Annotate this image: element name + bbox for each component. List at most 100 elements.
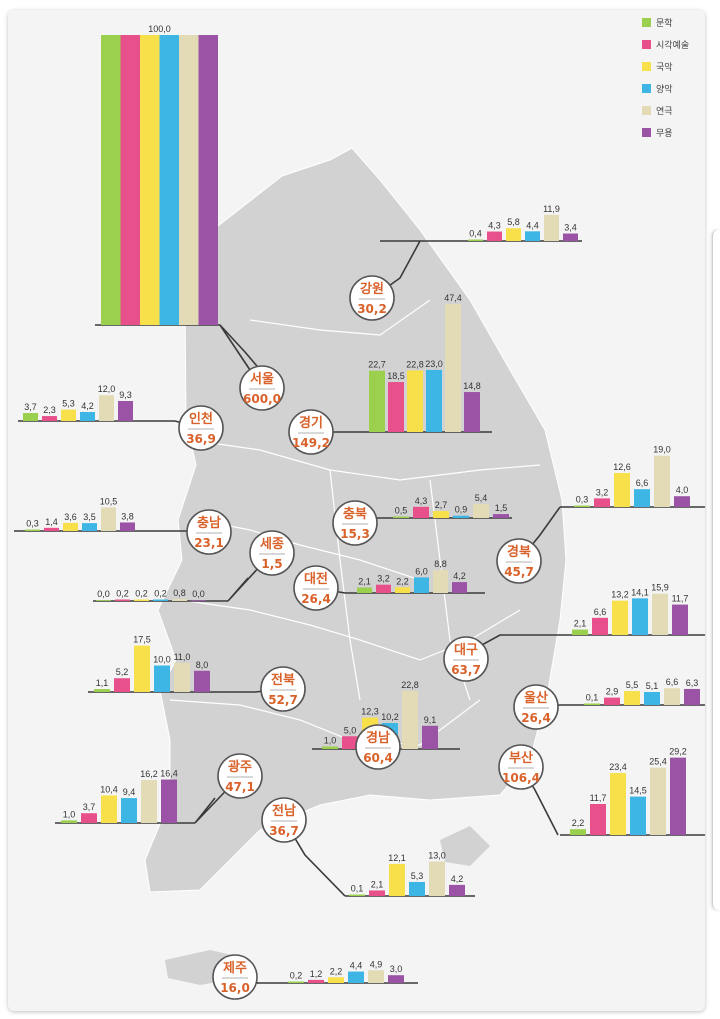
bar-3-3 <box>80 411 95 421</box>
bar-9-5 <box>672 604 688 635</box>
bar-16-3 <box>348 971 364 983</box>
data-label-10-4: 11,0 <box>174 652 191 662</box>
bar-0-1 <box>120 35 140 325</box>
bar-6-0 <box>96 600 111 601</box>
region-total-5: 15,3 <box>340 527 370 541</box>
bar-12-5 <box>422 725 438 749</box>
data-label-12-5: 9,1 <box>424 715 437 725</box>
bar-0-5 <box>198 35 218 325</box>
data-label-8-3: 6,6 <box>636 478 649 488</box>
region-name-8: 경북 <box>507 544 531 560</box>
bar-10-3 <box>154 665 170 692</box>
data-label-7-2: 2,2 <box>396 576 409 586</box>
region-badge-7: 대전 26,4 <box>293 565 339 611</box>
bar-9-3 <box>632 598 648 635</box>
bar-16-4 <box>368 970 384 983</box>
badge-circle-0 <box>239 365 285 411</box>
data-label-5-4: 5,4 <box>475 493 488 503</box>
data-label-15-5: 4,2 <box>451 874 464 884</box>
data-label-16-3: 4,4 <box>350 961 363 971</box>
bar-5-2 <box>433 510 449 518</box>
bar-13-1 <box>81 813 97 823</box>
region-name-15: 전남 <box>272 803 296 819</box>
data-label-4-1: 1,4 <box>45 517 58 527</box>
bar-group-5: 0,5 4,3 2,7 0,9 5,4 1,5 <box>393 493 509 518</box>
data-label-3-0: 3,7 <box>24 402 37 412</box>
bar-8-3 <box>634 489 650 507</box>
data-label-3-3: 4,2 <box>81 401 94 411</box>
bar-6-2 <box>134 599 149 601</box>
bar-10-0 <box>94 689 110 692</box>
bar-group-11: 0,1 2,9 5,5 5,1 6,6 6,3 <box>584 677 700 705</box>
coastal-island-shape <box>440 826 490 866</box>
data-label-2-5: 14,8 <box>463 381 481 391</box>
bar-8-2 <box>614 472 630 507</box>
data-label-11-0: 0,1 <box>586 693 599 703</box>
data-label-10-5: 8,0 <box>196 660 209 670</box>
badge-circle-10 <box>260 666 306 712</box>
legend-label-5: 무용 <box>656 128 673 139</box>
region-name-2: 경기 <box>299 415 323 431</box>
bar-group-15: 0,1 2,1 12,1 5,3 13,0 4,2 <box>349 851 465 896</box>
bar-15-0 <box>349 894 365 896</box>
region-badge-14: 부산 106,4 <box>498 744 544 790</box>
legend-label-0: 문학 <box>656 18 673 29</box>
bar-4-0 <box>25 529 40 531</box>
bar-group-6: 0,0 0,2 0,2 0,2 0,8 0,0 <box>96 588 206 601</box>
bar-0-3 <box>159 35 179 325</box>
bar-10-2 <box>134 645 150 692</box>
bar-2-3 <box>426 369 442 432</box>
data-label-7-0: 2,1 <box>358 577 371 587</box>
data-label-2-1: 18,5 <box>387 371 405 381</box>
region-name-3: 인천 <box>189 411 213 427</box>
bar-8-4 <box>654 455 670 507</box>
data-label-7-4: 8,8 <box>434 559 447 569</box>
region-badge-0: 서울 600,0 <box>239 365 285 411</box>
data-label-13-0: 1,0 <box>63 809 76 819</box>
bar-7-0 <box>357 587 372 593</box>
region-badge-6: 세종 1,5 <box>249 530 295 576</box>
bar-12-1 <box>342 736 358 749</box>
bar-12-0 <box>322 746 338 749</box>
bar-1-0 <box>468 239 483 241</box>
data-label-2-0: 22,7 <box>368 360 386 370</box>
bar-11-5 <box>684 688 700 705</box>
data-label-1-3: 4,4 <box>526 220 539 230</box>
bar-8-0 <box>574 505 590 507</box>
data-label-11-1: 2,9 <box>606 687 619 697</box>
region-badge-11: 울산 26,4 <box>513 684 559 730</box>
region-total-0: 600,0 <box>243 392 281 406</box>
data-label-14-3: 14,5 <box>629 786 647 796</box>
data-label-15-2: 12,1 <box>388 853 406 863</box>
bar-16-1 <box>308 979 324 983</box>
region-badge-16: 제주 16,0 <box>212 954 258 1000</box>
region-name-7: 대전 <box>304 571 328 587</box>
bar-16-0 <box>288 981 304 983</box>
data-label-7-5: 4,2 <box>453 571 466 581</box>
region-badge-3: 인천 36,9 <box>178 405 224 451</box>
data-label-9-3: 14,1 <box>631 587 649 597</box>
data-label-3-4: 12,0 <box>98 384 116 394</box>
region-badge-9: 대구 63,7 <box>443 636 489 682</box>
bar-6-5 <box>191 600 206 601</box>
data-label-5-3: 0,9 <box>455 505 468 515</box>
bar-group-16: 0,2 1,2 2,2 4,4 4,9 3,0 <box>288 959 404 983</box>
data-label-16-1: 1,2 <box>310 969 323 979</box>
bar-16-2 <box>328 977 344 983</box>
region-total-11: 26,4 <box>521 711 551 725</box>
data-label-1-4: 11,9 <box>543 204 560 214</box>
bar-11-4 <box>664 688 680 705</box>
bar-13-4 <box>141 780 157 823</box>
data-label-15-0: 0,1 <box>351 884 364 894</box>
bar-7-1 <box>376 584 391 593</box>
bar-13-0 <box>61 820 77 823</box>
bar-14-4 <box>650 767 666 835</box>
data-label-4-3: 3,5 <box>83 512 96 522</box>
bar-group-14: 2,2 11,7 23,4 14,5 25,429,2 <box>570 747 687 835</box>
bar-9-2 <box>612 600 628 635</box>
region-badge-8: 경북 45,7 <box>496 538 542 584</box>
bar-1-2 <box>506 228 521 241</box>
bar-13-3 <box>121 798 137 823</box>
